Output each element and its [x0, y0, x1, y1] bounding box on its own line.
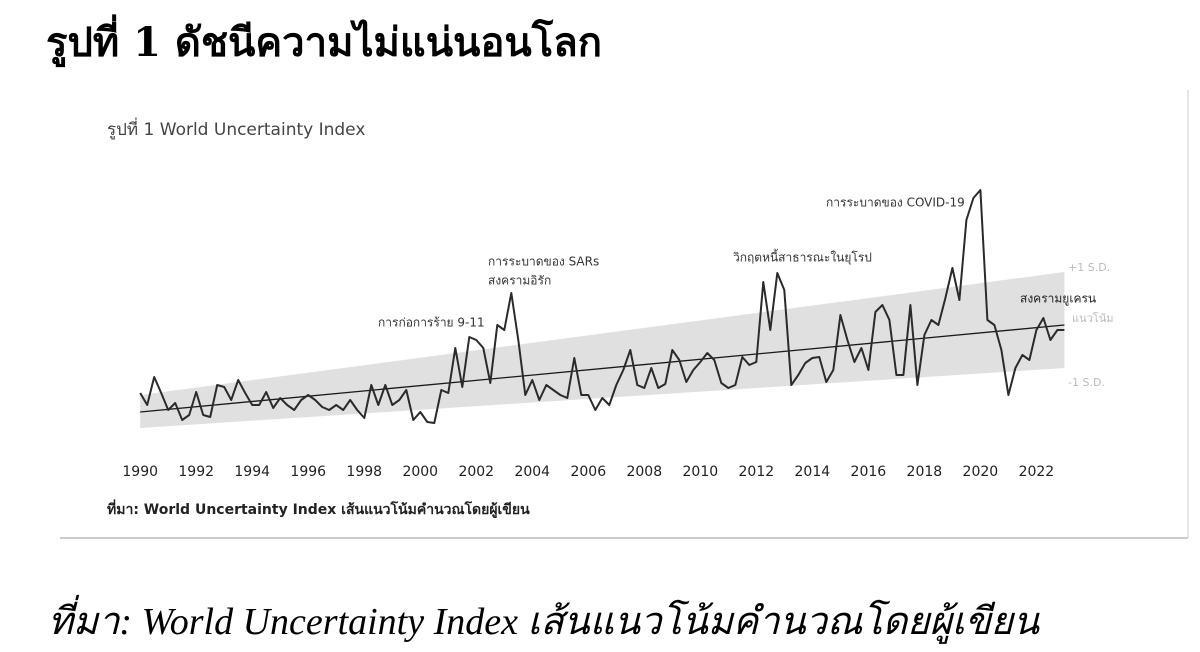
x-tick-label: 2020	[963, 464, 999, 480]
annotation: สงครามอิรัก	[488, 274, 551, 288]
annotation: การระบาดของ SARs	[488, 255, 599, 269]
x-tick-label: 2014	[795, 464, 831, 480]
annotation: การระบาดของ COVID-19	[826, 196, 965, 210]
x-tick-label: 2006	[570, 464, 606, 480]
data-line	[139, 189, 1065, 424]
annotation: การก่อการร้าย 9-11	[378, 316, 485, 330]
page-title: รูปที่ 1 ดัชนีความไม่แน่นอนโลก	[46, 19, 602, 66]
band-label: แนวโน้ม	[1072, 311, 1113, 325]
x-tick-label: 2008	[626, 464, 662, 480]
x-tick-label: 2010	[683, 464, 719, 480]
band-label: +1 S.D.	[1068, 261, 1110, 274]
x-tick-label: 2004	[514, 464, 550, 480]
trend-line	[140, 324, 1065, 413]
x-tick-label: 1994	[234, 464, 270, 480]
x-tick-label: 2022	[1019, 464, 1055, 480]
x-tick-label: 1990	[122, 464, 158, 480]
x-tick-label: 1998	[346, 464, 382, 480]
x-tick-label: 2016	[851, 464, 887, 480]
x-tick-label: 2018	[907, 464, 943, 480]
x-tick-label: 1992	[178, 464, 214, 480]
x-tick-label: 2002	[458, 464, 494, 480]
annotation: สงครามยูเครน	[1020, 292, 1096, 307]
caption: ที่มา: World Uncertainty Index เส้นแนวโน…	[48, 601, 1040, 643]
x-tick-label: 2000	[402, 464, 438, 480]
chart-source: ที่มา: World Uncertainty Index เส้นแนวโน…	[107, 499, 530, 518]
sd-band	[140, 272, 1065, 428]
chart-title: รูปที่ 1 World Uncertainty Index	[107, 117, 365, 140]
x-tick-label: 2012	[739, 464, 775, 480]
annotation: วิกฤตหนี้สาธารณะในยุโรป	[733, 249, 872, 266]
band-label: -1 S.D.	[1068, 376, 1105, 389]
x-tick-label: 1996	[290, 464, 326, 480]
